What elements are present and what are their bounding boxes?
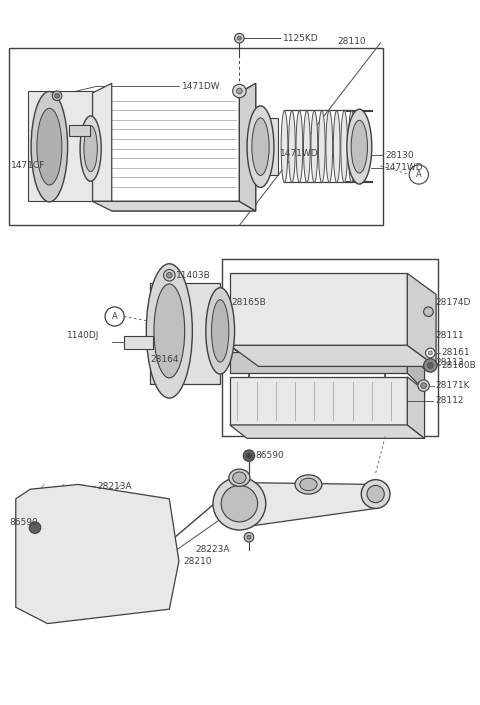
Text: 86590: 86590 (9, 518, 38, 527)
Polygon shape (230, 274, 408, 345)
Ellipse shape (367, 486, 384, 503)
Ellipse shape (300, 478, 317, 491)
Ellipse shape (334, 111, 340, 183)
Circle shape (105, 307, 124, 326)
Ellipse shape (233, 472, 246, 484)
Circle shape (237, 88, 242, 94)
Polygon shape (408, 377, 425, 439)
Circle shape (235, 33, 244, 43)
Text: 28161: 28161 (441, 348, 469, 357)
Ellipse shape (311, 111, 318, 183)
Circle shape (243, 450, 255, 461)
Ellipse shape (252, 118, 269, 176)
Polygon shape (150, 283, 220, 384)
Circle shape (244, 532, 254, 542)
Bar (124, 336, 153, 349)
Circle shape (52, 91, 62, 101)
Text: 28164: 28164 (150, 355, 179, 364)
Circle shape (424, 359, 437, 372)
Ellipse shape (80, 116, 101, 181)
Text: 11403B: 11403B (176, 271, 211, 280)
Text: 1471WD: 1471WD (280, 149, 318, 158)
Text: 1471CF: 1471CF (11, 161, 45, 171)
Text: 28112: 28112 (435, 396, 464, 405)
Circle shape (29, 522, 41, 534)
Circle shape (247, 535, 251, 539)
Text: 86590: 86590 (256, 451, 285, 460)
Polygon shape (240, 83, 256, 211)
Bar (257, 118, 278, 176)
Bar (222, 259, 438, 436)
Text: 28174D: 28174D (435, 298, 470, 307)
Circle shape (55, 93, 60, 98)
Text: 28160B: 28160B (441, 361, 476, 370)
Ellipse shape (213, 477, 266, 530)
Polygon shape (230, 425, 425, 439)
Circle shape (164, 269, 175, 281)
Polygon shape (28, 91, 93, 202)
Bar (69, 125, 90, 136)
Circle shape (238, 37, 241, 40)
Text: 28213A: 28213A (97, 482, 132, 491)
Ellipse shape (347, 109, 372, 184)
Text: A: A (416, 170, 422, 179)
Text: 1125KD: 1125KD (283, 34, 318, 43)
Text: 28223A: 28223A (195, 545, 230, 554)
Ellipse shape (351, 121, 368, 173)
Ellipse shape (288, 111, 295, 183)
Bar (9, 48, 384, 226)
Ellipse shape (247, 106, 274, 188)
Ellipse shape (229, 469, 250, 486)
Text: 28130: 28130 (385, 151, 414, 160)
Polygon shape (408, 274, 436, 367)
Ellipse shape (212, 300, 229, 362)
Ellipse shape (318, 111, 325, 183)
Circle shape (233, 85, 246, 98)
Ellipse shape (206, 288, 235, 374)
Polygon shape (230, 377, 408, 425)
Ellipse shape (295, 475, 322, 494)
Text: 1471DW: 1471DW (182, 82, 220, 91)
Text: 28113: 28113 (435, 358, 464, 367)
Text: 28210: 28210 (184, 557, 212, 565)
Polygon shape (93, 83, 256, 211)
Text: 1140DJ: 1140DJ (67, 331, 99, 341)
Circle shape (418, 380, 430, 391)
Polygon shape (230, 345, 436, 367)
Ellipse shape (84, 125, 97, 171)
Text: 28171K: 28171K (435, 381, 469, 390)
Circle shape (428, 362, 433, 368)
Ellipse shape (361, 479, 390, 508)
Circle shape (424, 307, 433, 317)
Polygon shape (93, 202, 256, 211)
Ellipse shape (154, 284, 185, 378)
Circle shape (421, 383, 427, 388)
Ellipse shape (303, 111, 310, 183)
Polygon shape (230, 352, 408, 373)
Ellipse shape (326, 111, 333, 183)
Text: 28111: 28111 (435, 331, 464, 341)
Polygon shape (408, 352, 425, 391)
Circle shape (429, 351, 432, 355)
Ellipse shape (37, 109, 62, 185)
Text: 1471WD: 1471WD (385, 164, 424, 172)
Ellipse shape (281, 111, 288, 183)
Polygon shape (16, 484, 179, 624)
Ellipse shape (341, 111, 348, 183)
Circle shape (409, 165, 429, 184)
Circle shape (426, 348, 435, 357)
Text: 28110: 28110 (337, 37, 366, 46)
Text: A: A (112, 312, 118, 321)
Circle shape (247, 453, 252, 458)
Text: 28165B: 28165B (232, 298, 266, 307)
Ellipse shape (348, 111, 355, 183)
Circle shape (167, 272, 172, 278)
Ellipse shape (146, 264, 192, 398)
Ellipse shape (296, 111, 303, 183)
Ellipse shape (221, 486, 258, 522)
Ellipse shape (31, 92, 68, 202)
Polygon shape (240, 482, 376, 527)
